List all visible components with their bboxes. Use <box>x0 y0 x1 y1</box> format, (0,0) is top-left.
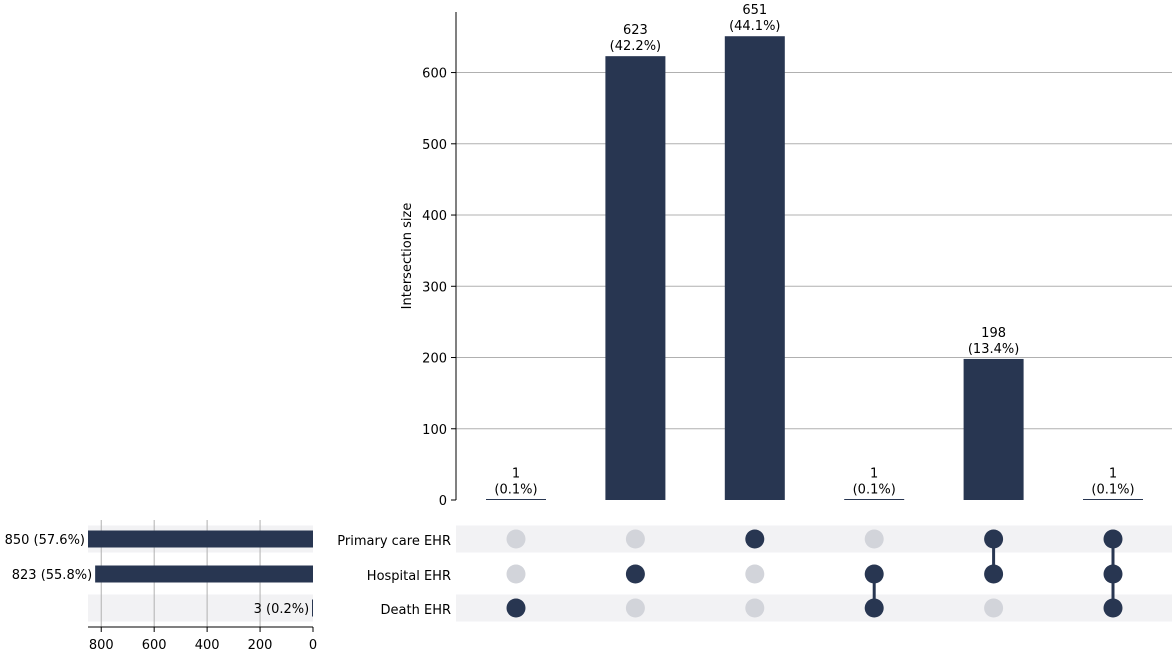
set-name-label: Death EHR <box>381 603 451 618</box>
membership-dot-active <box>506 598 526 618</box>
y-tick-label: 600 <box>422 67 447 82</box>
set-size-bar <box>95 565 313 583</box>
bar-count-label: 1 <box>512 466 520 481</box>
membership-dot-active <box>864 564 884 584</box>
membership-dot-active <box>984 564 1004 584</box>
set-size-tick-label: 600 <box>142 638 167 651</box>
set-size-value-label: 823 (55.8%) <box>12 568 92 583</box>
y-tick-label: 0 <box>439 494 447 509</box>
membership-dot-active <box>1103 529 1123 549</box>
membership-matrix <box>506 529 1123 618</box>
bar-percent-label: (42.2%) <box>610 39 661 54</box>
y-tick-label: 400 <box>422 209 447 224</box>
membership-dot-inactive <box>625 529 645 549</box>
set-size-tick-label: 400 <box>195 638 220 651</box>
membership-dot-inactive <box>745 564 765 584</box>
set-size-value-label: 850 (57.6%) <box>5 533 85 548</box>
bar-count-label: 623 <box>623 23 648 38</box>
y-tick-label: 300 <box>422 280 447 295</box>
set-name-labels: Primary care EHR Hospital EHR Death EHR <box>337 534 451 618</box>
intersection-bar-labels: 1(0.1%)623(42.2%)651(44.1%)1(0.1%)198(13… <box>494 3 1134 497</box>
set-size-tick-label: 0 <box>309 638 317 651</box>
membership-dot-active <box>625 564 645 584</box>
set-size-bar <box>88 530 313 548</box>
set-size-bar <box>312 599 313 617</box>
y-tick-label: 500 <box>422 138 447 153</box>
set-size-tick-label: 800 <box>89 638 114 651</box>
set-size-value-label: 3 (0.2%) <box>254 602 310 617</box>
membership-dot-active <box>1103 564 1123 584</box>
membership-dot-inactive <box>625 598 645 618</box>
membership-dot-active <box>745 529 765 549</box>
intersection-bars <box>486 36 1143 501</box>
membership-dot-active <box>984 529 1004 549</box>
bar-percent-label: (0.1%) <box>853 482 896 497</box>
intersection-bar <box>844 499 905 500</box>
membership-dot-inactive <box>506 529 526 549</box>
set-name-label: Hospital EHR <box>367 569 451 584</box>
intersection-gridlines <box>456 72 1172 430</box>
y-axis-label: Intersection size <box>400 203 415 310</box>
set-name-label: Primary care EHR <box>337 534 451 549</box>
bar-count-label: 1 <box>870 466 878 481</box>
membership-dot-inactive <box>864 529 884 549</box>
set-row-band <box>88 594 313 622</box>
intersection-bar <box>605 56 666 500</box>
y-tick-label: 100 <box>422 423 447 438</box>
bar-percent-label: (0.1%) <box>1091 482 1134 497</box>
matrix-row-band <box>456 594 1172 622</box>
matrix-row-bands <box>88 525 1172 622</box>
membership-dot-inactive <box>984 598 1004 618</box>
membership-dot-active <box>864 598 884 618</box>
intersection-bar <box>486 499 546 500</box>
bar-count-label: 1 <box>1109 466 1117 481</box>
y-axis-ticks: 0 100 200 300 400 500 600 <box>422 67 456 509</box>
membership-dot-inactive <box>745 598 765 618</box>
bar-percent-label: (13.4%) <box>968 342 1019 357</box>
set-size-tick-label: 200 <box>248 638 273 651</box>
bar-count-label: 198 <box>981 326 1006 341</box>
membership-dot-inactive <box>506 564 526 584</box>
membership-dot-active <box>1103 598 1123 618</box>
intersection-bar <box>963 358 1024 500</box>
bar-percent-label: (0.1%) <box>494 482 537 497</box>
set-size-bars: 850 (57.6%) 823 (55.8%) 3 (0.2%) <box>5 530 313 617</box>
bar-count-label: 651 <box>742 3 767 18</box>
y-tick-label: 200 <box>422 352 447 367</box>
intersection-bar <box>724 36 785 501</box>
bar-percent-label: (44.1%) <box>729 19 780 34</box>
set-size-axis-ticks: 800 600 400 200 0 <box>89 627 317 651</box>
intersection-bar <box>1083 499 1143 500</box>
matrix-row-band <box>456 525 1172 553</box>
